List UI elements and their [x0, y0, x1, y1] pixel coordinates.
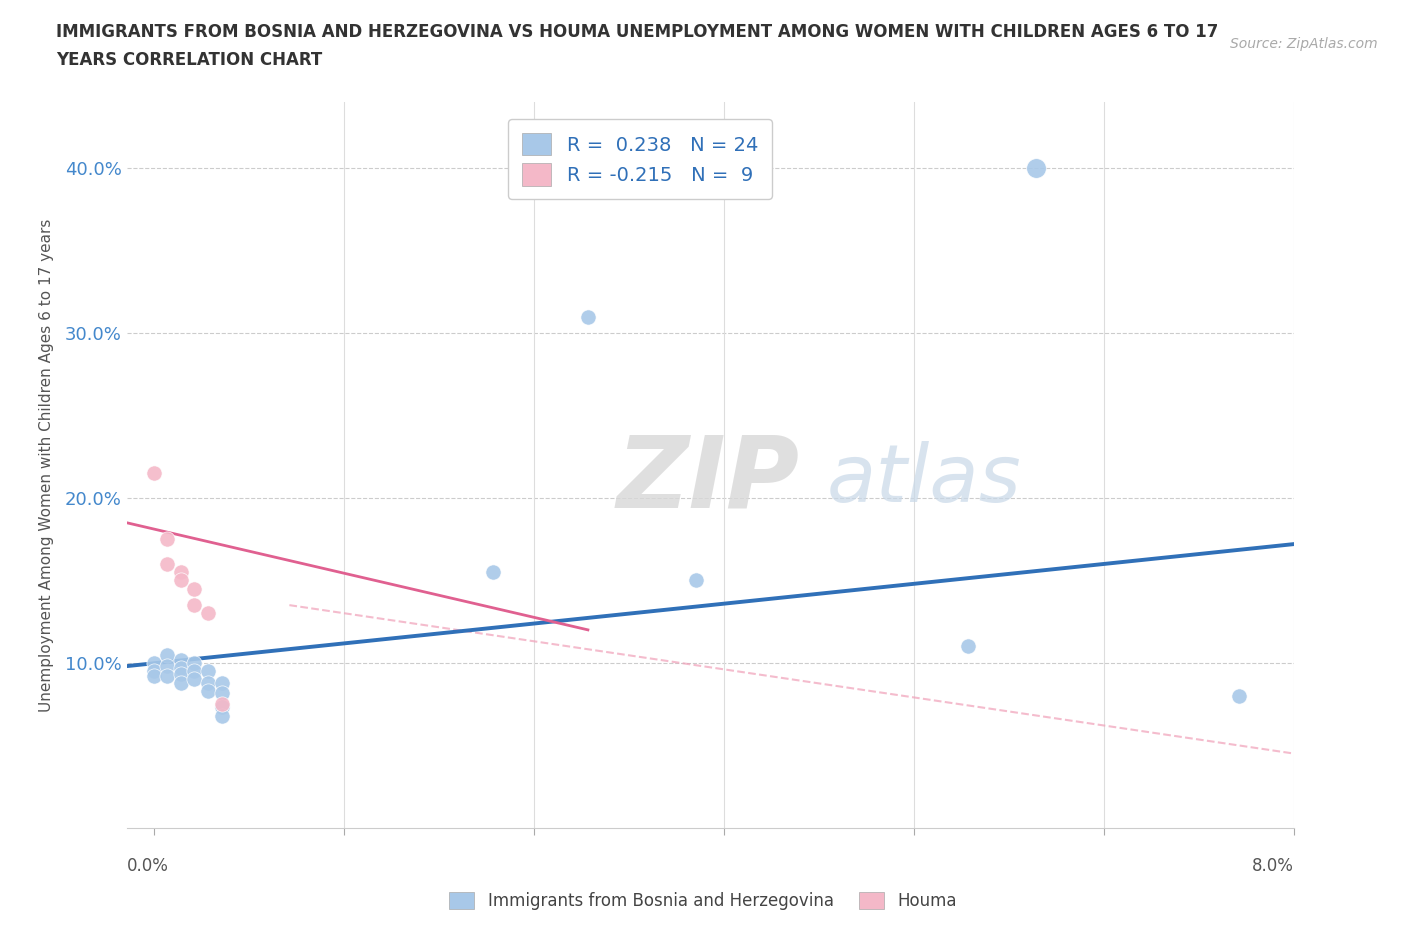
Point: [211, 708, 233, 723]
Legend: Immigrants from Bosnia and Herzegovina, Houma: Immigrants from Bosnia and Herzegovina, …: [443, 885, 963, 917]
Text: atlas: atlas: [827, 441, 1022, 519]
Point: [197, 606, 219, 621]
Point: [156, 556, 179, 571]
Point: [1227, 688, 1250, 703]
Text: IMMIGRANTS FROM BOSNIA AND HERZEGOVINA VS HOUMA UNEMPLOYMENT AMONG WOMEN WITH CH: IMMIGRANTS FROM BOSNIA AND HERZEGOVINA V…: [56, 23, 1219, 41]
Y-axis label: Unemployment Among Women with Children Ages 6 to 17 years: Unemployment Among Women with Children A…: [39, 219, 53, 711]
Point: [211, 697, 233, 711]
Point: [170, 652, 193, 667]
Point: [142, 466, 165, 481]
Point: [211, 675, 233, 690]
Point: [170, 573, 193, 588]
Point: [183, 656, 205, 671]
Point: [482, 565, 505, 579]
Point: [956, 639, 979, 654]
Text: Source: ZipAtlas.com: Source: ZipAtlas.com: [1230, 37, 1378, 51]
Point: [170, 565, 193, 579]
Point: [156, 669, 179, 684]
Point: [142, 669, 165, 684]
Point: [183, 581, 205, 596]
Point: [183, 598, 205, 613]
Point: [211, 685, 233, 700]
Point: [576, 309, 599, 324]
Point: [183, 664, 205, 679]
Point: [142, 656, 165, 671]
Point: [156, 647, 179, 662]
Point: [211, 700, 233, 715]
Point: [1025, 161, 1047, 176]
Point: [183, 671, 205, 686]
Point: [685, 573, 707, 588]
Point: [197, 684, 219, 698]
Point: [170, 675, 193, 690]
Point: [197, 675, 219, 690]
Text: ZIP: ZIP: [617, 431, 800, 528]
Point: [156, 532, 179, 547]
Point: [170, 660, 193, 675]
Point: [170, 667, 193, 682]
Point: [142, 664, 165, 679]
Point: [197, 664, 219, 679]
Point: [156, 658, 179, 673]
Legend: R =  0.238   N = 24, R = -0.215   N =  9: R = 0.238 N = 24, R = -0.215 N = 9: [509, 119, 772, 199]
Text: 8.0%: 8.0%: [1251, 857, 1294, 875]
Text: 0.0%: 0.0%: [127, 857, 169, 875]
Text: YEARS CORRELATION CHART: YEARS CORRELATION CHART: [56, 51, 322, 69]
